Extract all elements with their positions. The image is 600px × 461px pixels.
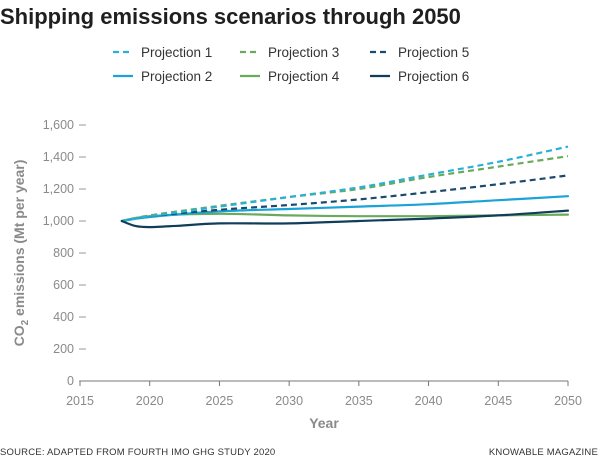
legend-label-projection-2: Projection 2 [141,69,212,84]
y-axis-title-main: CO [11,325,27,346]
y-tick-label: 1,200 [43,182,74,196]
x-tick-label: 2015 [66,394,94,408]
legend-label-projection-4: Projection 4 [268,69,340,84]
series-line-projection-2 [120,195,570,223]
legend-label-projection-6: Projection 6 [398,69,469,84]
series-line-projection-5 [121,174,569,223]
series-lines [120,145,570,229]
x-tick-label: 2035 [345,394,373,408]
x-axis-title: Year [309,415,339,431]
y-tick-label: 600 [53,278,74,292]
legend: Projection 1 Projection 3 Projection 5 Proj… [113,45,469,84]
y-tick-label: 1,000 [43,214,74,228]
y-tick-label: 1,600 [43,118,74,132]
legend-label-projection-1: Projection 1 [141,45,212,60]
y-axis-title: CO2 emissions (Mt per year) [11,160,31,347]
series-line-projection-1 [121,145,569,223]
x-tick-label: 2050 [554,394,582,408]
y-tick-label: 400 [53,310,74,324]
x-tick-label: 2020 [136,394,164,408]
chart-title: Shipping emissions scenarios through 205… [0,4,461,29]
y-axis-title-rest: emissions (Mt per year) [11,160,27,320]
y-axis: 0 200 400 600 800 1,000 1,200 1,400 1,600 [43,118,86,388]
credit-note: KNOWABLE MAGAZINE [488,447,598,458]
y-axis-title-subscript: 2 [20,319,31,325]
series-line-projection-3 [121,155,569,223]
series-line-projection-6 [120,209,570,229]
legend-label-projection-5: Projection 5 [398,45,469,60]
x-axis: 2015 2020 2025 2030 2035 2040 2045 2050 [66,380,582,408]
y-tick-label: 1,400 [43,150,74,164]
y-tick-label: 200 [53,342,74,356]
x-tick-label: 2025 [206,394,234,408]
y-tick-label: 0 [67,374,74,388]
source-note: SOURCE: ADAPTED FROM FOURTH IMO GHG STUD… [0,447,276,458]
x-tick-label: 2030 [275,394,303,408]
x-tick-label: 2045 [484,394,512,408]
y-tick-label: 800 [53,246,74,260]
legend-label-projection-3: Projection 3 [268,45,339,60]
x-tick-label: 2040 [415,394,443,408]
